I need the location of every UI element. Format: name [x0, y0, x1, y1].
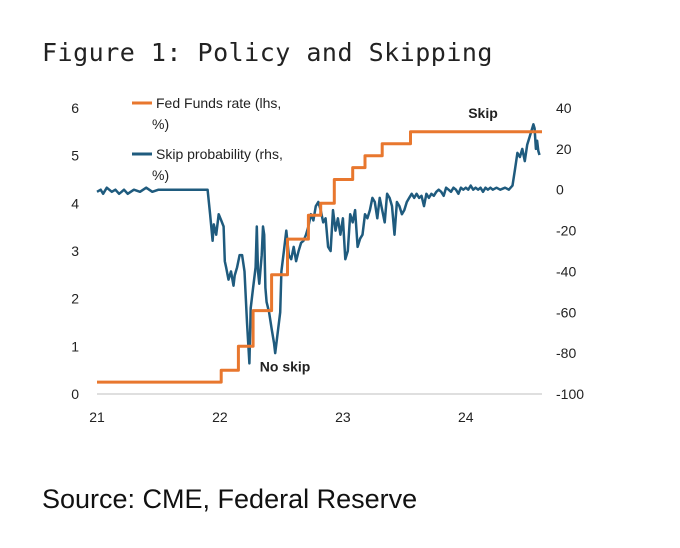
skip-probability-line — [96, 123, 541, 365]
y-right-tick-label: -80 — [556, 345, 576, 361]
y-right-tick-label: -20 — [556, 223, 576, 239]
legend: Fed Funds rate (lhs,%) Skip probability … — [132, 95, 283, 183]
y-left-tick-label: 1 — [71, 338, 79, 354]
y-left-tick-label: 6 — [71, 100, 79, 116]
y-right-tick-label: -40 — [556, 263, 576, 279]
y-left-tick-label: 2 — [71, 291, 79, 307]
annotation-skip: Skip — [468, 105, 498, 121]
y-right-tick-label: -60 — [556, 304, 576, 320]
y-left-tick-label: 5 — [71, 148, 79, 164]
source-note: Source: CME, Federal Reserve — [42, 484, 418, 514]
y-right-tick-label: 40 — [556, 100, 572, 116]
annotations: Skip No skip — [260, 105, 498, 374]
figure-title: Figure 1: Policy and Skipping — [42, 38, 493, 67]
legend-label-fed-funds: Fed Funds rate (lhs,%) — [152, 95, 281, 132]
y-left-tick-label: 3 — [71, 243, 79, 259]
annotation-no-skip: No skip — [260, 359, 311, 375]
x-tick-label: 23 — [335, 409, 351, 425]
legend-label-skip-probability: Skip probability (rhs,%) — [152, 146, 283, 183]
y-right-tick-label: -100 — [556, 386, 584, 402]
y-right-tick-label: 0 — [556, 182, 564, 198]
x-tick-label: 21 — [89, 409, 105, 425]
x-tick-label: 22 — [212, 409, 228, 425]
x-tick-label: 24 — [458, 409, 474, 425]
series-layer — [96, 123, 542, 384]
y-right-tick-label: 20 — [556, 141, 572, 157]
fed-funds-rate-line — [97, 130, 542, 384]
y-left-tick-label: 4 — [71, 195, 79, 211]
y-left-tick-label: 0 — [71, 386, 79, 402]
